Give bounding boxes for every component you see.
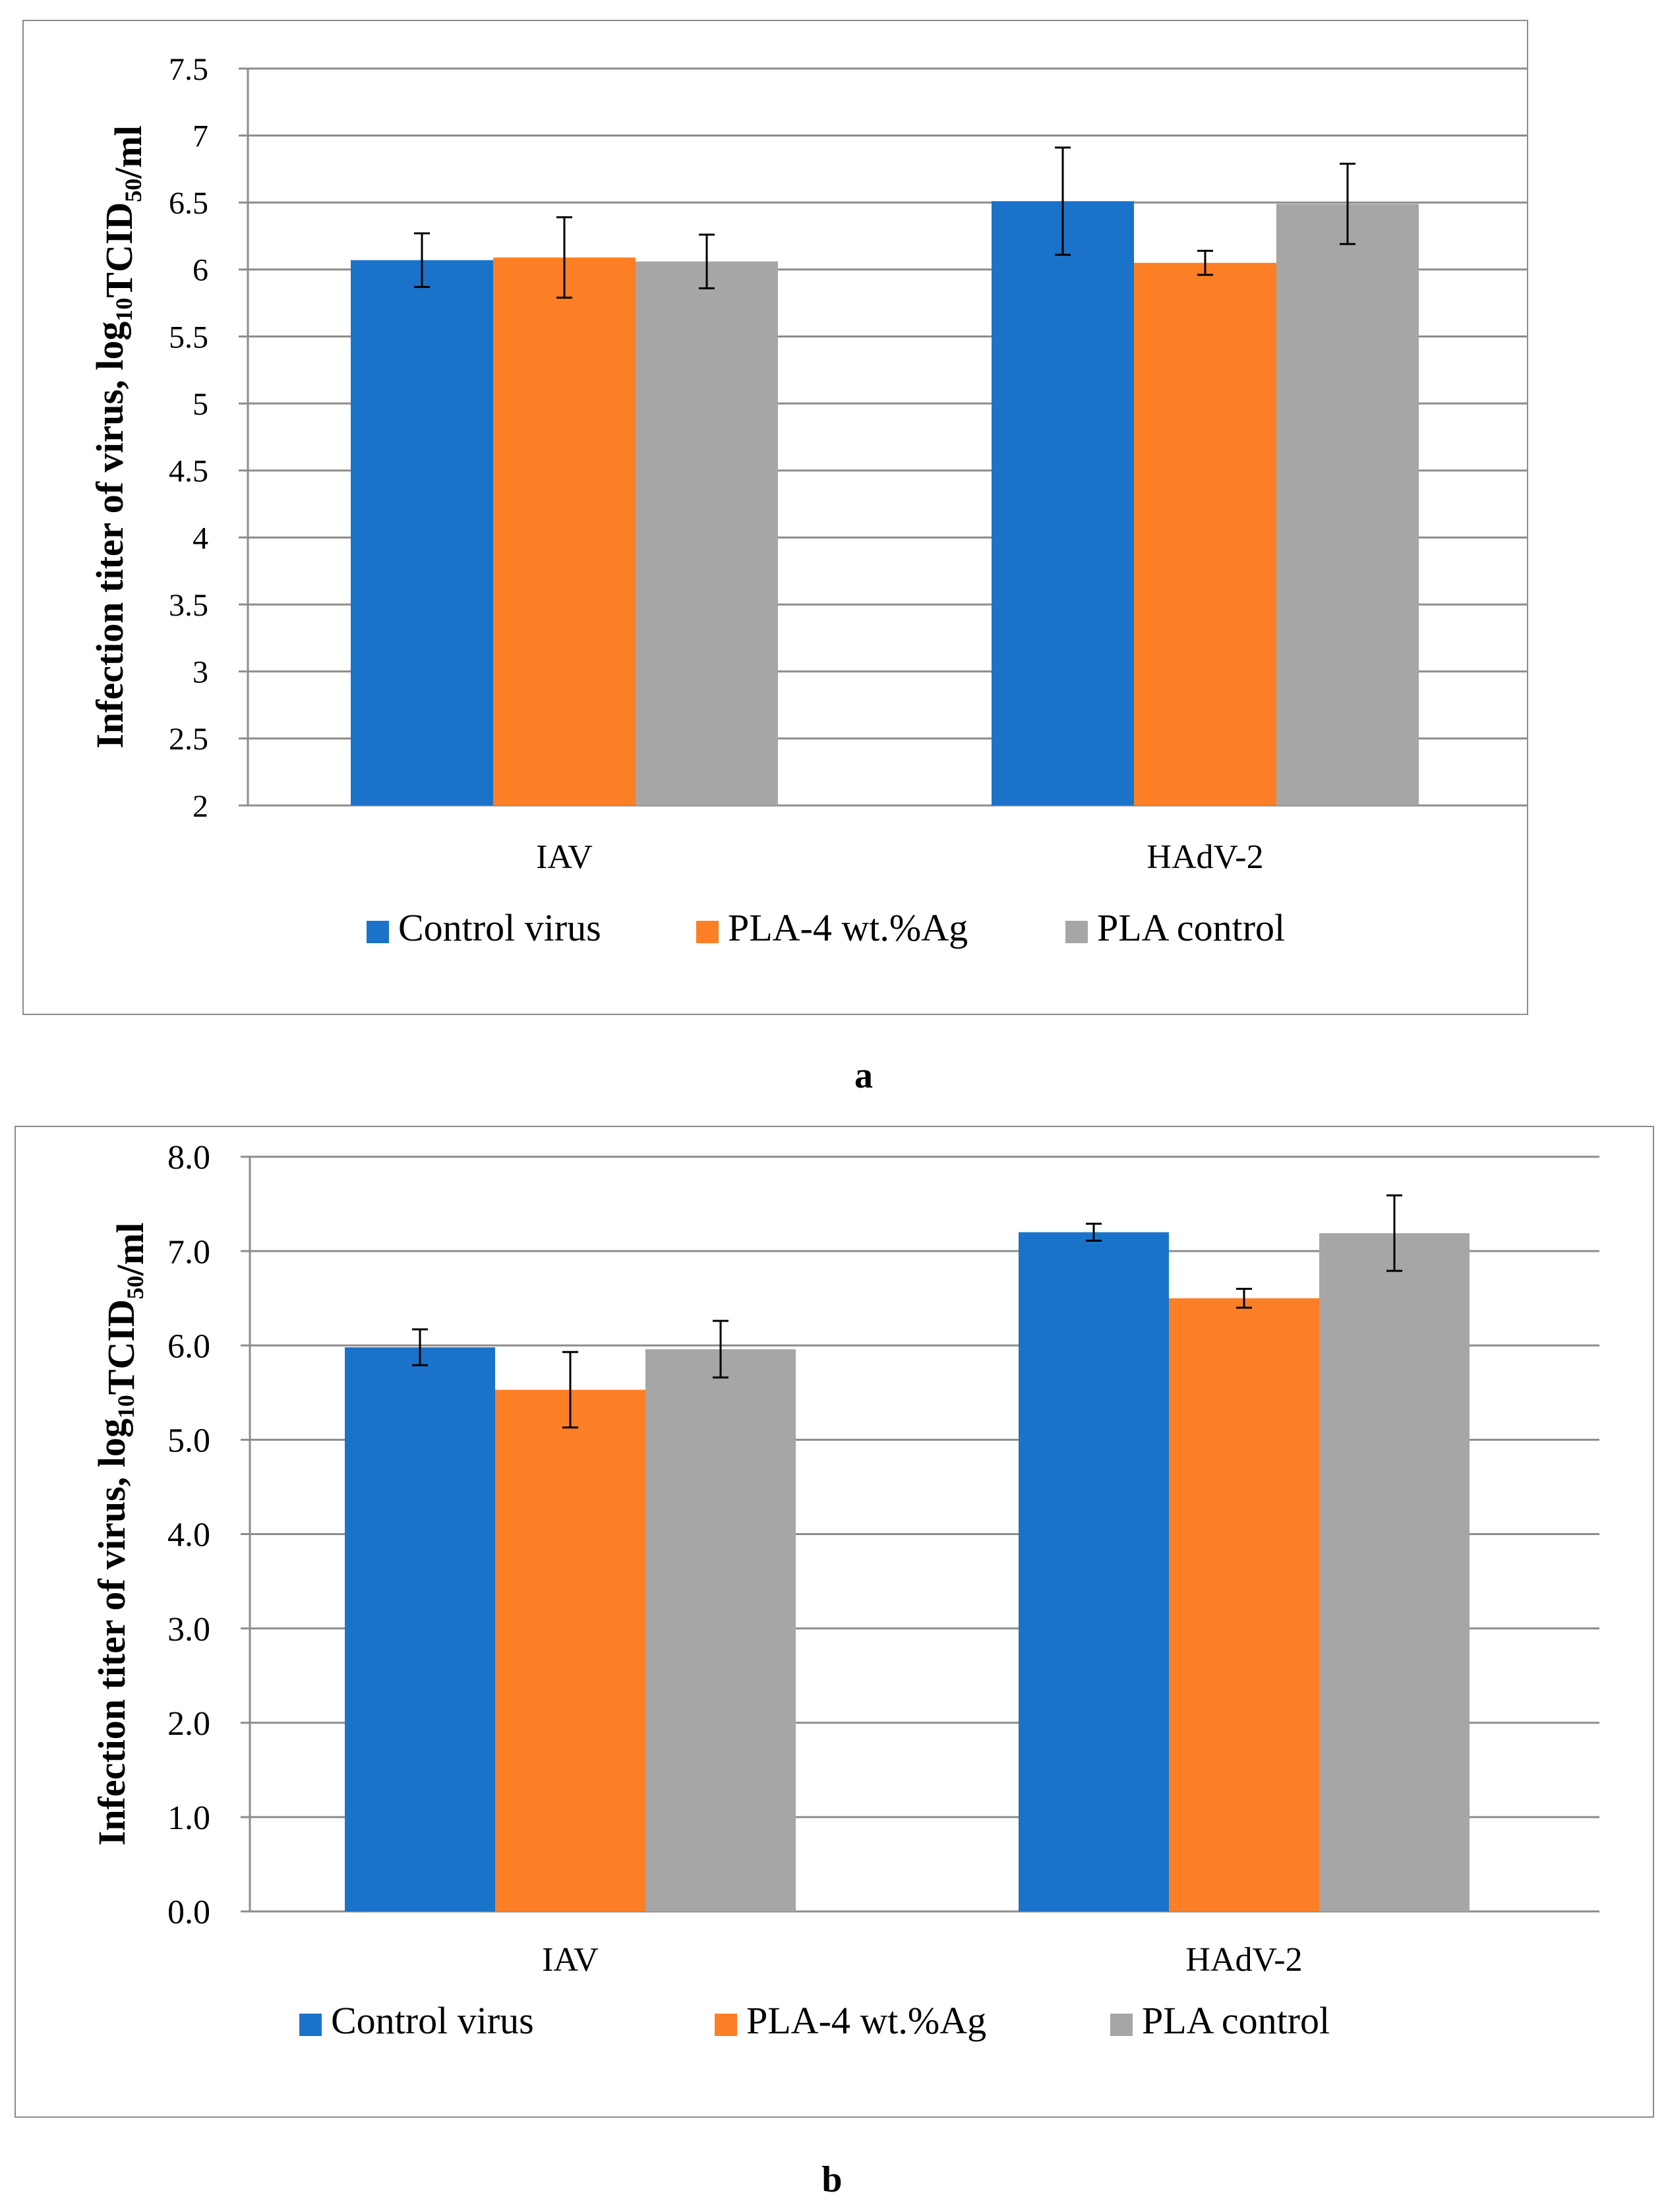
y-axis-title-part: TCID (98, 202, 140, 298)
legend-label: PLA-4 wt.%Ag (746, 1999, 986, 2042)
y-tick-label: 6 (193, 253, 208, 288)
y-tick-label: 5.0 (167, 1422, 210, 1460)
bar-pla-control (636, 261, 778, 805)
y-tick-label: 4.5 (169, 454, 208, 489)
y-axis-title-part: Infection titer of virus, log (88, 322, 131, 749)
y-tick-label: 0.0 (167, 1894, 210, 1931)
y-axis-title-subscript: 50 (122, 1275, 148, 1299)
chart-b-svg: 0.0 1.0 2.0 3.0 4.0 5.0 6.0 7.0 8.0 IAV HAdV-2 Cont… (90, 1139, 1599, 2042)
y-tick-label: 3.0 (167, 1611, 210, 1648)
y-tick-label: 3.5 (169, 588, 208, 623)
y-axis-title-part: /ml (107, 125, 150, 179)
y-tick-label: 2 (193, 789, 208, 824)
bar-pla-control (645, 1349, 796, 1911)
y-axis-title-part: Infection titer of virus, log (90, 1418, 133, 1846)
chart-panel-a: 2 2.5 3 3.5 4 4.5 5 5.5 6 6.5 7 7.5 IAV HAdV-2 Control… (22, 20, 1528, 1015)
x-category-label: HAdV-2 (1185, 1941, 1302, 1979)
bar-pla-control (1319, 1233, 1470, 1911)
y-axis-title: Infection titer of virus, log10TCID50/ml (88, 125, 150, 749)
x-category-label: IAV (542, 1941, 599, 1979)
bar-control-virus (351, 260, 493, 805)
y-axis-title-part: TCID (100, 1299, 142, 1395)
legend-label: Control virus (331, 1999, 534, 2042)
y-tick-label: 5.5 (169, 320, 208, 355)
y-axis-title-subscript: 50 (120, 179, 146, 202)
y-tick-label: 5 (193, 387, 208, 422)
panel-label-b: b (821, 2159, 843, 2200)
legend-swatch (715, 2014, 737, 2036)
bar-control-virus (345, 1347, 495, 1911)
x-category-label: HAdV-2 (1146, 838, 1263, 876)
bar-pla-ag (1169, 1298, 1319, 1911)
bar-control-virus (992, 201, 1134, 805)
chart-panel-b: 0.0 1.0 2.0 3.0 4.0 5.0 6.0 7.0 8.0 IAV HAdV-2 Cont… (15, 1126, 1654, 2118)
y-tick-label: 8.0 (167, 1139, 210, 1177)
y-tick-label: 7.5 (169, 52, 208, 87)
y-tick-label: 2.5 (169, 722, 208, 757)
legend-swatch (299, 2014, 322, 2036)
y-axis-title: Infection titer of virus, log10TCID50/ml (90, 1223, 152, 1846)
y-axis-title-subscript: 10 (113, 1395, 139, 1418)
bar-pla-ag (495, 1389, 645, 1911)
y-axis-title-subscript: 10 (111, 298, 137, 322)
y-tick-label: 6.0 (167, 1327, 210, 1365)
y-tick-label: 3 (193, 655, 208, 690)
y-tick-label: 6.5 (169, 186, 208, 221)
legend-label: PLA control (1142, 1999, 1330, 2042)
legend-swatch (1110, 2014, 1133, 2036)
y-tick-label: 2.0 (167, 1705, 210, 1743)
legend-label: PLA control (1097, 906, 1285, 949)
x-category-label: IAV (536, 838, 593, 876)
y-tick-label: 4.0 (167, 1517, 210, 1554)
y-tick-label: 7 (193, 119, 208, 154)
legend-label: PLA-4 wt.%Ag (728, 906, 968, 949)
legend-swatch (367, 921, 389, 943)
chart-a-svg: 2 2.5 3 3.5 4 4.5 5 5.5 6 6.5 7 7.5 IAV HAdV-2 Control… (88, 52, 1527, 949)
bar-pla-control (1276, 204, 1419, 806)
bar-pla-ag (1134, 262, 1276, 805)
y-tick-label: 1.0 (167, 1799, 210, 1837)
legend-label: Control virus (398, 906, 601, 949)
bar-pla-ag (493, 257, 636, 806)
bar-control-virus (1019, 1232, 1169, 1911)
legend-swatch (1065, 921, 1088, 943)
panel-label-a: a (854, 1055, 873, 1096)
y-tick-label: 7.0 (167, 1233, 210, 1271)
y-tick-label: 4 (193, 521, 208, 556)
y-axis-title-part: /ml (109, 1223, 152, 1277)
legend-swatch (696, 921, 719, 943)
